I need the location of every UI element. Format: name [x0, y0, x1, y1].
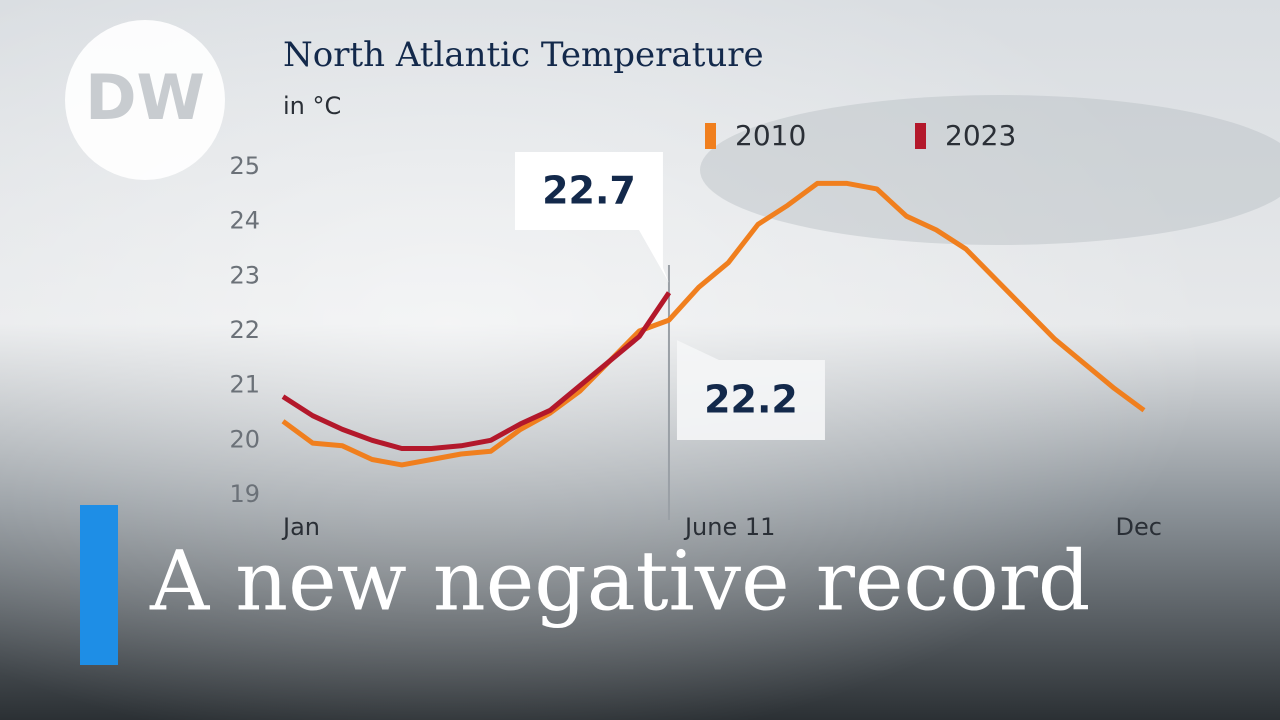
data-label: 22.7 — [542, 169, 636, 213]
logo: DW — [85, 61, 205, 134]
y-tick-label: 25 — [229, 152, 260, 180]
chart-title: North Atlantic Temperature — [283, 35, 764, 75]
chart-subtitle: in °C — [283, 92, 341, 120]
y-tick-label: 22 — [229, 316, 260, 344]
callout-box — [514, 152, 669, 283]
series-line — [281, 291, 672, 451]
series-line — [281, 180, 1146, 468]
logo-circle — [65, 20, 225, 180]
legend-swatch — [915, 123, 926, 149]
headline: A new negative record — [149, 535, 1090, 630]
x-tick-label: Jan — [281, 513, 320, 541]
y-tick-label: 24 — [229, 207, 260, 235]
chart: 19 20 21 22 23 24 25 Jan June 11 Dec 2010 2023 22.7 2… — [229, 119, 1162, 541]
headline-bar — [80, 505, 118, 665]
y-tick-label: 23 — [229, 261, 260, 289]
callout-box — [676, 340, 825, 440]
y-tick-label: 21 — [229, 371, 260, 399]
x-tick-label: Dec — [1116, 513, 1162, 541]
whale-shape — [700, 95, 1280, 245]
y-tick-label: 20 — [229, 425, 260, 453]
x-tick-label: June 11 — [683, 513, 775, 541]
data-label: 22.2 — [704, 378, 798, 422]
y-tick-label: 19 — [229, 480, 260, 508]
legend-label: 2010 — [735, 119, 806, 152]
legend-label: 2023 — [945, 119, 1016, 152]
legend-swatch — [705, 123, 716, 149]
